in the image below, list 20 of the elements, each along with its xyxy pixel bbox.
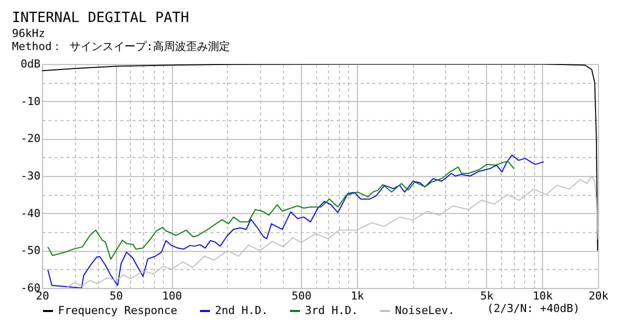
legend-label: 2nd H.D. <box>215 304 268 317</box>
chart-subtitle: 96kHz Method： サインスイープ:高周波歪み測定 <box>12 27 230 53</box>
x-tick-label: 50 <box>110 290 123 302</box>
y-tick-label: 0dB <box>20 58 41 70</box>
x-tick-label: 100 <box>162 290 182 302</box>
chart-title: INTERNAL DEGITAL PATH <box>12 10 190 26</box>
y-tick-label: -40 <box>20 206 40 220</box>
x-tick-label: 1k <box>350 290 364 302</box>
x-tick-label: 500 <box>292 290 312 302</box>
legend-label: 3rd H.D. <box>305 304 358 317</box>
y-tick-label: -50 <box>20 244 40 258</box>
x-tick-label: 5k <box>480 290 494 302</box>
text: (2/3/N: +40dB) <box>487 302 580 315</box>
x-tick-label: 20k <box>588 290 609 302</box>
y-tick-label: -10 <box>20 94 40 108</box>
y-tick-label: -30 <box>20 170 40 182</box>
legend-label: Frequency Responce <box>58 304 178 317</box>
x-tick-label: 10k <box>532 290 554 302</box>
y-tick-label: -20 <box>20 132 40 146</box>
legend-label: NoiseLev. <box>395 304 455 317</box>
